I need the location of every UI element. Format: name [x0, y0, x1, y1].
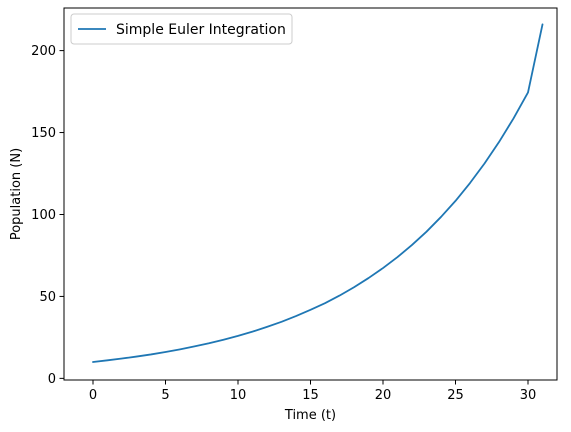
x-tick-label: 30: [520, 388, 537, 403]
x-tick-label: 10: [230, 388, 247, 403]
x-tick-label: 20: [375, 388, 392, 403]
x-axis: 0 5 10 15 20 25 30: [89, 380, 536, 403]
x-axis-label: Time (t): [284, 408, 336, 423]
y-tick-label: 0: [48, 372, 56, 387]
y-axis: 0 50 100 150 200: [31, 44, 64, 387]
y-tick-label: 100: [31, 208, 56, 223]
legend-label: Simple Euler Integration: [116, 22, 286, 38]
series-layer: [92, 23, 544, 363]
legend: Simple Euler Integration: [70, 13, 293, 45]
y-tick-label: 50: [39, 290, 56, 305]
x-tick-label: 25: [447, 388, 464, 403]
y-tick-label: 200: [31, 44, 56, 59]
series-line-0: [92, 23, 544, 363]
plot-area: [64, 8, 557, 380]
x-tick-label: 15: [302, 388, 319, 403]
y-axis-label: Population (N): [9, 148, 24, 240]
y-tick-label: 150: [31, 126, 56, 141]
legend-box: [70, 13, 293, 45]
x-tick-label: 5: [161, 388, 169, 403]
x-tick-label: 0: [89, 388, 97, 403]
